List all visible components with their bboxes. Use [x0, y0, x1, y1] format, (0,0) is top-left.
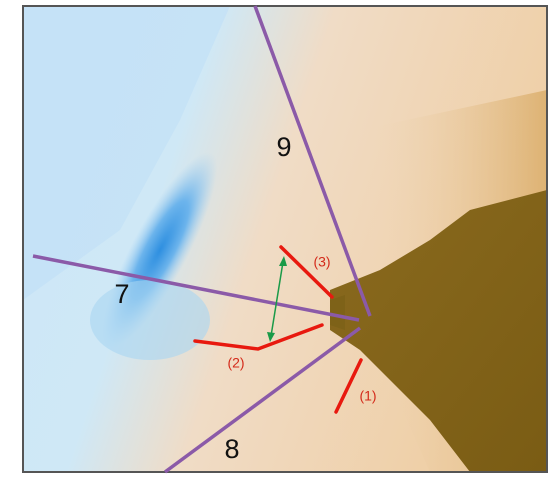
marker-line: [279, 245, 334, 299]
transect-label: 7: [114, 279, 129, 309]
transect-line: [253, 5, 372, 317]
raster: [23, 6, 547, 472]
transect-label: 8: [224, 434, 239, 464]
marker-label: (3): [313, 254, 330, 270]
width-arrow: [267, 256, 287, 342]
marker-lines: [193, 245, 363, 414]
transect-label: 9: [276, 132, 291, 162]
frame: [22, 5, 548, 473]
marker-label: (2): [227, 355, 244, 371]
transect-line: [163, 326, 362, 474]
marker-line: [334, 358, 363, 414]
marker-label: (1): [359, 388, 376, 404]
marker-line: [193, 323, 324, 351]
transect-lines: [32, 5, 372, 474]
transect-line: [32, 254, 360, 322]
